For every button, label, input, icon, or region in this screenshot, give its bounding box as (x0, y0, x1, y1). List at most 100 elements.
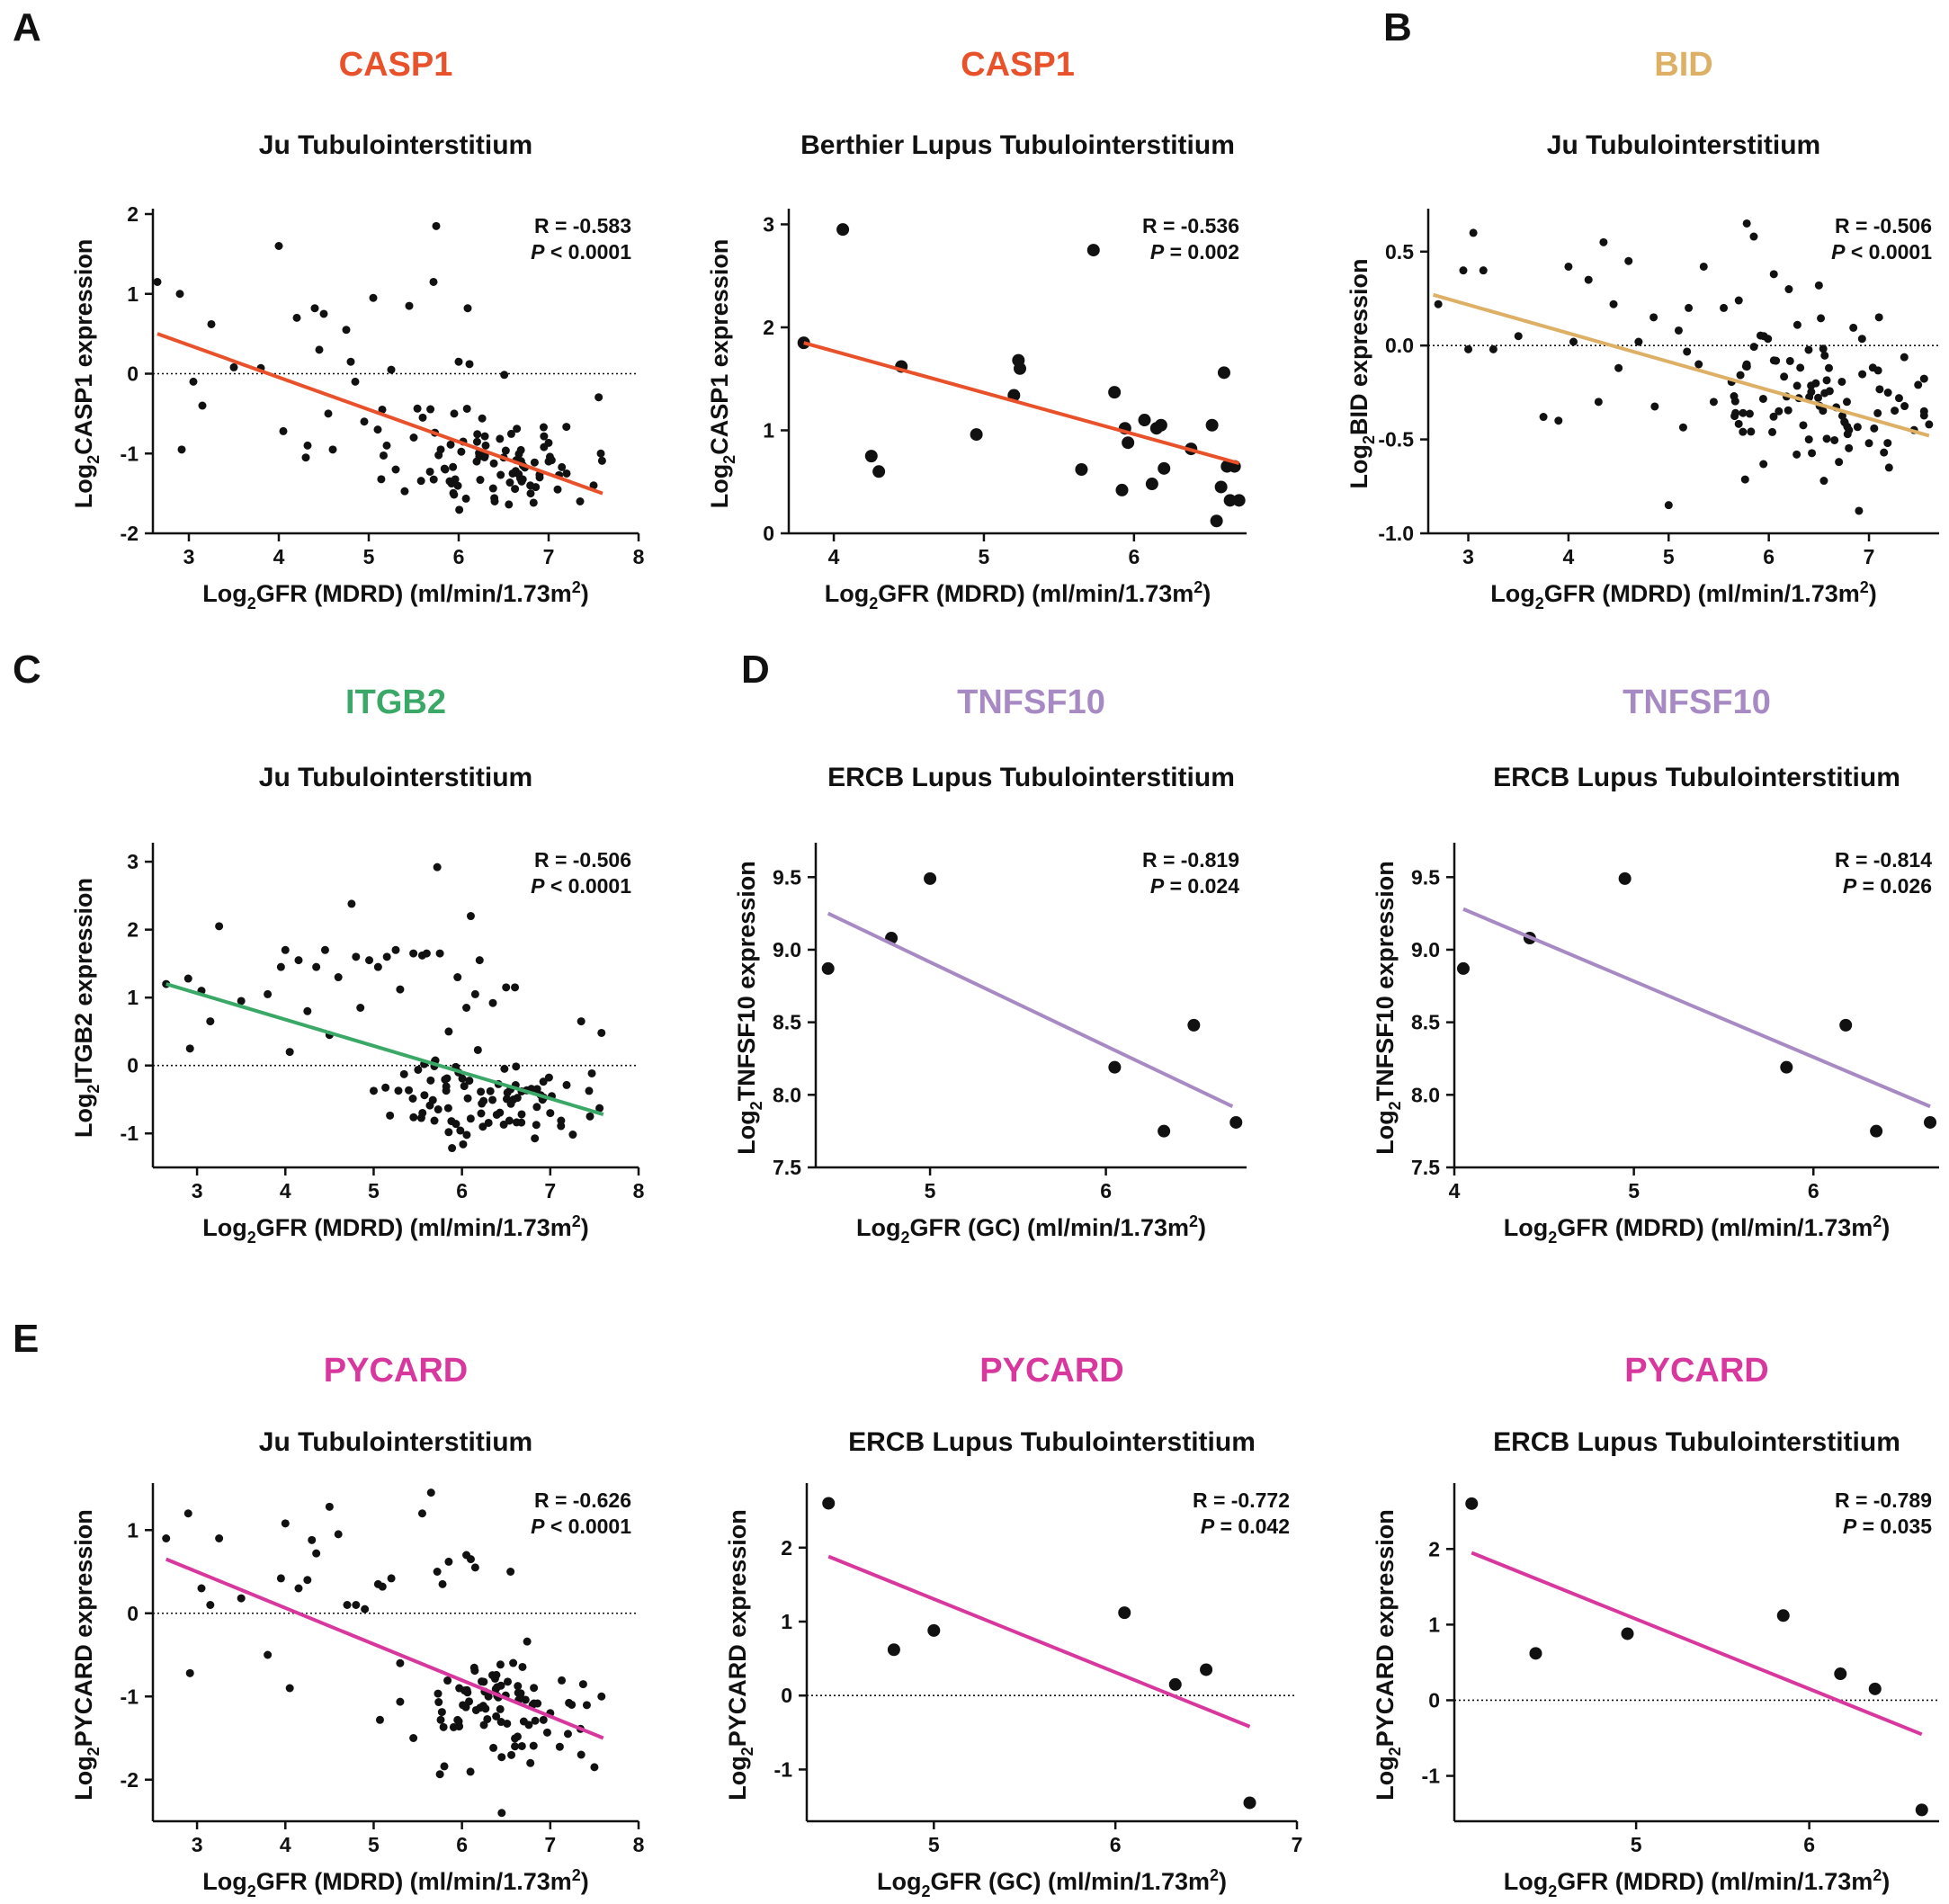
regression-line (165, 1557, 604, 1740)
data-point (489, 459, 498, 468)
data-point (577, 1017, 586, 1026)
data-point (1853, 423, 1862, 432)
data-point (387, 365, 396, 374)
data-point (440, 1762, 449, 1771)
data-point (442, 1082, 451, 1091)
data-point (568, 1700, 577, 1709)
y-tick-label: -2 (121, 1768, 139, 1792)
data-point (315, 345, 324, 354)
data-point (1734, 419, 1743, 428)
y-tick-label: 0 (781, 1684, 792, 1707)
chart-title: TNFSF10 (957, 684, 1105, 721)
data-point (509, 1658, 518, 1667)
data-point (1840, 417, 1849, 426)
data-point (1891, 407, 1900, 416)
data-point (469, 1663, 478, 1672)
data-point (459, 1140, 468, 1149)
data-point (409, 434, 418, 442)
data-point (206, 1601, 215, 1609)
data-point (456, 1126, 465, 1135)
r-value: R = -0.583 (534, 214, 631, 237)
data-point (451, 1120, 460, 1129)
data-point (507, 1750, 516, 1759)
data-point (587, 1068, 596, 1077)
data-point (352, 952, 361, 961)
data-point (491, 1685, 500, 1694)
data-point (1837, 377, 1846, 386)
data-point (586, 1112, 595, 1121)
data-point (391, 945, 400, 954)
data-point (436, 1715, 445, 1724)
x-axis-label: Log2GFR (MDRD) (ml/min/1.73m2) (202, 1866, 589, 1900)
data-point (1758, 394, 1767, 403)
data-point (459, 1701, 468, 1710)
data-point (444, 1557, 453, 1566)
data-point (281, 1519, 290, 1528)
scatter-panel-1: CASP1 Ju Tubulointerstitium -2 -1 0 1 2 3 4 5 6 7 8 R… (70, 46, 645, 612)
data-point (1618, 872, 1632, 885)
chart-subtitle: Ju Tubulointerstitium (259, 130, 532, 160)
y-tick-label: 2 (127, 918, 139, 942)
data-point (343, 1601, 352, 1609)
y-tick-label: -2 (121, 522, 139, 545)
data-point (524, 1721, 533, 1730)
y-axis-label: Log2PYCARD expression (724, 1509, 756, 1801)
data-point (1469, 228, 1478, 237)
y-tick-label: 1 (127, 282, 139, 306)
data-point (887, 1643, 900, 1657)
data-point (1870, 1124, 1883, 1138)
data-point (1814, 281, 1823, 290)
regression-line (1471, 1551, 1923, 1737)
data-point (432, 221, 441, 230)
data-point (237, 997, 246, 1006)
x-tick-label: 5 (1663, 545, 1675, 568)
data-point (444, 1027, 453, 1036)
p-value: P = 0.042 (1201, 1515, 1290, 1538)
data-point (460, 1082, 469, 1091)
data-point (595, 393, 603, 402)
r-value: R = -0.506 (534, 848, 631, 872)
data-point (264, 1650, 273, 1659)
data-point (1900, 402, 1909, 411)
x-tick-label: 7 (544, 1179, 556, 1202)
chart-subtitle: Ju Tubulointerstitium (259, 763, 532, 792)
data-point (1624, 256, 1633, 265)
data-point (1884, 463, 1893, 472)
x-tick-label: 3 (192, 1833, 203, 1856)
data-point (1858, 370, 1867, 379)
x-tick-label: 8 (633, 545, 645, 568)
data-point (532, 1121, 541, 1130)
data-point (472, 437, 481, 446)
data-point (596, 449, 605, 458)
chart-title: PYCARD (979, 1352, 1123, 1390)
data-point (557, 1116, 566, 1125)
p-value: P = 0.024 (1150, 874, 1239, 898)
x-tick-label: 5 (363, 545, 375, 568)
data-point (312, 962, 321, 971)
data-point (377, 475, 386, 484)
data-point (375, 1715, 384, 1724)
data-point (379, 451, 388, 460)
y-tick-label: 7.5 (773, 1156, 801, 1179)
data-point (1594, 398, 1603, 407)
p-value: P = 0.026 (1843, 874, 1932, 898)
data-point (430, 1116, 439, 1125)
data-point (434, 1689, 443, 1698)
data-point (530, 1684, 539, 1693)
data-point (1830, 435, 1839, 444)
r-value: R = -0.506 (1835, 214, 1932, 237)
data-point (500, 371, 509, 380)
data-point (500, 1064, 509, 1073)
data-point (365, 956, 374, 965)
data-point (490, 494, 499, 503)
data-point (1808, 449, 1817, 458)
regression-line (803, 341, 1240, 466)
data-point (294, 956, 303, 965)
data-point (400, 487, 409, 496)
regression-line (827, 1554, 1251, 1729)
data-point (511, 1734, 520, 1743)
data-point (1210, 514, 1223, 528)
data-point (1875, 385, 1884, 394)
data-point (505, 1116, 514, 1125)
